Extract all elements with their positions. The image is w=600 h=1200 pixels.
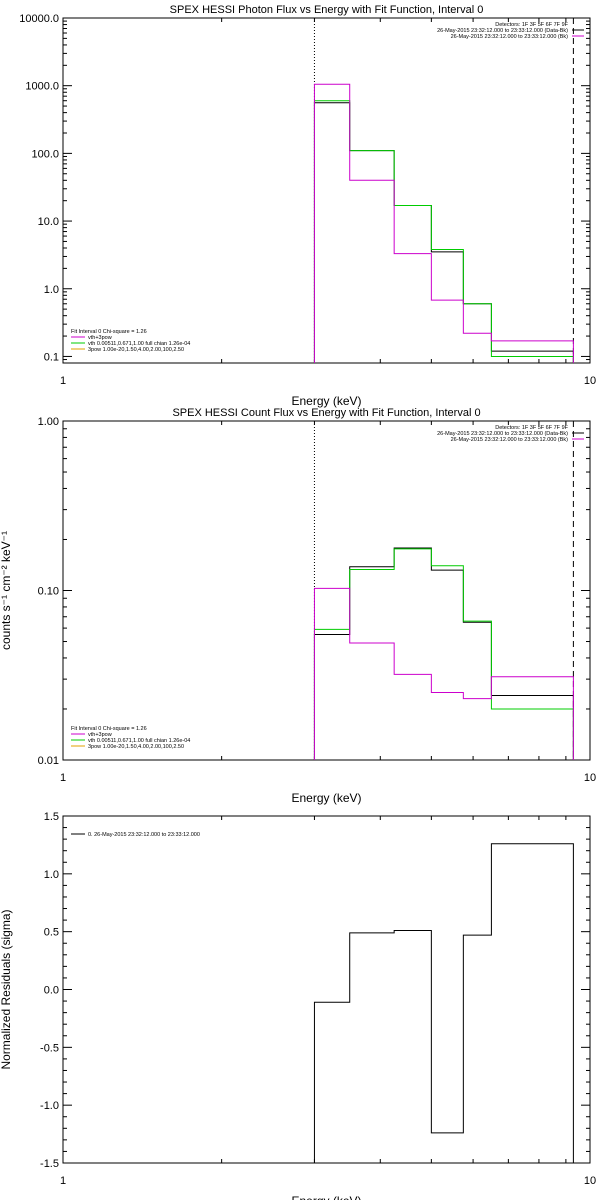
count-flux-y-tick-label: 0.10: [38, 586, 59, 598]
residuals-x-tick-label: 10: [584, 1175, 596, 1187]
photon-flux-plot-area: [313, 18, 574, 363]
photon-flux-panel: SPEX HESSI Photon Flux vs Energy with Fi…: [19, 4, 596, 408]
residuals-plot-area: [313, 843, 574, 1163]
photon-flux-x-tick-label: 1: [60, 375, 66, 387]
photon-flux-y-tick-label: 1.0: [44, 284, 59, 296]
residuals-x-axis-label: Energy (keV): [291, 1194, 361, 1200]
residuals-plot-frame: [62, 815, 591, 1164]
count-flux-x-tick-label: 10: [584, 772, 596, 784]
photon-flux-y-tick-label: 10000.0: [19, 13, 59, 25]
residuals-series-0-step: [313, 843, 574, 1163]
photon-flux-y-tick-label: 1000.0: [25, 81, 59, 93]
residuals-y-tick-label: 0.0: [44, 985, 59, 997]
residuals-y-tick-label: -0.5: [40, 1042, 59, 1054]
residuals-y-ticks: [63, 815, 590, 1164]
photon-flux-info-line: 26-May-2015 23:32:12.000 to 23:33:12.000…: [451, 34, 569, 40]
count-flux-y-ticks: [63, 420, 590, 761]
photon-flux-title: SPEX HESSI Photon Flux vs Energy with Fi…: [170, 4, 484, 16]
residuals-x-tick-label: 1: [60, 1175, 66, 1187]
count-flux-info-line: Detectors: 1F 3F 5F 6F 7F 9F: [495, 425, 568, 431]
residuals-x-ticks: [62, 816, 591, 1163]
photon-flux-info-line: 26-May-2015 23:32:12.000 to 23:33:12.000…: [437, 28, 568, 34]
photon-flux-info-line: Detectors: 1F 3F 5F 6F 7F 9F: [495, 22, 568, 28]
count-flux-plot-area: [313, 421, 574, 760]
photon-flux-x-tick-label: 10: [584, 375, 596, 387]
residuals-y-tick-label: 1.5: [44, 811, 59, 823]
residuals-legend-line: 0. 26-May-2015 23:32:12.000 to 23:33:12.…: [88, 832, 200, 838]
count-flux-info-line: 26-May-2015 23:32:12.000 to 23:33:12.000…: [437, 431, 568, 437]
residuals-y-tick-label: -1.0: [40, 1100, 59, 1112]
count-flux-y-tick-label: 1.00: [38, 416, 59, 428]
count-flux-y-axis-label: counts s⁻¹ cm⁻² keV⁻¹: [0, 531, 13, 650]
photon-flux-plot-frame: [62, 17, 591, 364]
photon-flux-series-2-step: [313, 83, 574, 363]
photon-flux-series-0-step: [313, 102, 574, 363]
photon-flux-y-ticks: [63, 17, 590, 364]
photon-flux-legend-line: 3pow 1.00e-20,1.50,4.00,2.00,100,2.50: [88, 347, 184, 353]
count-flux-series-0-step: [313, 547, 574, 760]
count-flux-series-2-step: [313, 587, 574, 760]
count-flux-legend-line: vth+3pow: [88, 732, 112, 738]
count-flux-info-line: 26-May-2015 23:32:12.000 to 23:33:12.000…: [451, 437, 569, 443]
residuals-y-tick-label: 0.5: [44, 927, 59, 939]
count-flux-x-axis-label: Energy (keV): [291, 791, 361, 805]
residuals-y-tick-label: -1.5: [40, 1158, 59, 1170]
count-flux-series-1-step: [313, 548, 574, 760]
count-flux-x-tick-label: 1: [60, 772, 66, 784]
count-flux-panel: SPEX HESSI Count Flux vs Energy with Fit…: [0, 407, 596, 805]
photon-flux-x-ticks: [62, 18, 591, 363]
photon-flux-y-tick-label: 0.1: [44, 351, 59, 363]
residuals-y-tick-label: 1.0: [44, 869, 59, 881]
count-flux-y-tick-label: 0.01: [38, 755, 59, 767]
count-flux-title: SPEX HESSI Count Flux vs Energy with Fit…: [172, 407, 480, 419]
photon-flux-y-tick-label: 10.0: [38, 216, 59, 228]
photon-flux-series-1-step: [313, 100, 574, 363]
count-flux-legend-line: vth 0.00511,0.671,1.00 full chian 1.26e-…: [88, 738, 190, 744]
photon-flux-y-tick-label: 100.0: [31, 148, 59, 160]
photon-flux-legend-line: vth+3pow: [88, 335, 112, 341]
count-flux-legend-line: Fit Interval 0 Chi-square = 1.26: [71, 726, 147, 732]
residuals-panel: 1 10 -1.5 -1.0 -0.5 0.0 0.5 1.0 1.5 Energy (keV) N…: [0, 811, 596, 1200]
photon-flux-legend-line: vth 0.00511,0.671,1.00 full chian 1.26e-…: [88, 341, 190, 347]
photon-flux-x-axis-label: Energy (keV): [291, 394, 361, 408]
residuals-y-axis-label: Normalized Residuals (sigma): [0, 909, 13, 1069]
photon-flux-legend-line: Fit Interval 0 Chi-square = 1.26: [71, 329, 147, 335]
count-flux-legend-line: 3pow 1.00e-20,1.50,4.00,2.00,100,2.50: [88, 744, 184, 750]
